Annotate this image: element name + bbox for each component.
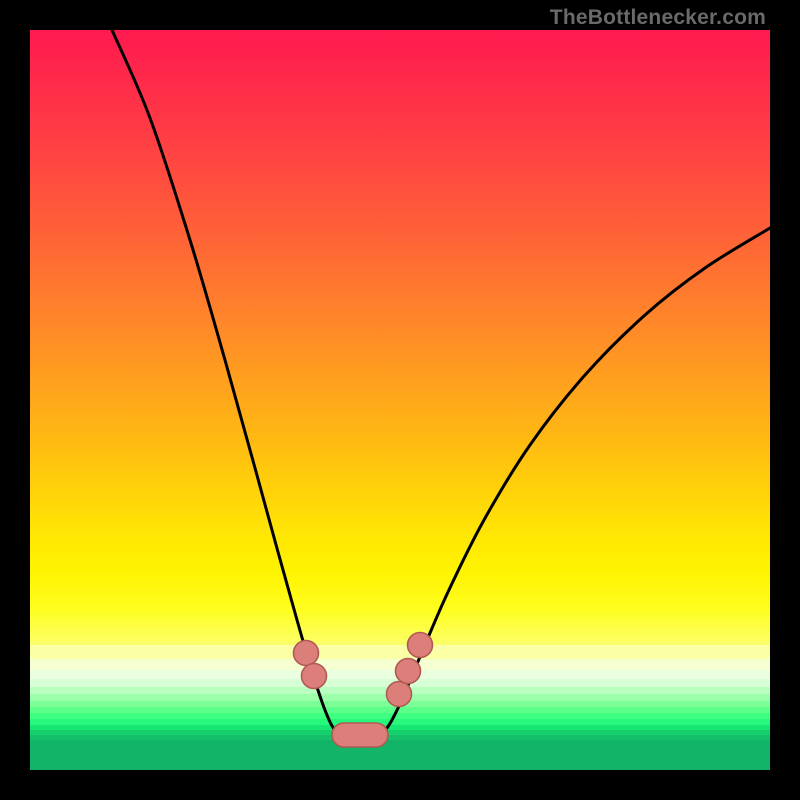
bg-gradient-top — [30, 30, 770, 645]
marker-right — [396, 659, 421, 684]
marker-left — [302, 664, 327, 689]
plot-area — [30, 30, 770, 770]
bg-band — [30, 735, 770, 740]
marker-left — [294, 641, 319, 666]
bg-bottom-solid — [30, 740, 770, 770]
plot-svg — [30, 30, 770, 770]
bg-band — [30, 730, 770, 735]
bg-band — [30, 645, 770, 659]
marker-right — [408, 633, 433, 658]
marker-right — [387, 682, 412, 707]
bg-band — [30, 713, 770, 719]
bg-band — [30, 707, 770, 713]
bg-band — [30, 719, 770, 725]
valley-capsule — [332, 723, 388, 747]
watermark-text: TheBottlenecker.com — [550, 6, 766, 30]
bg-band — [30, 725, 770, 730]
